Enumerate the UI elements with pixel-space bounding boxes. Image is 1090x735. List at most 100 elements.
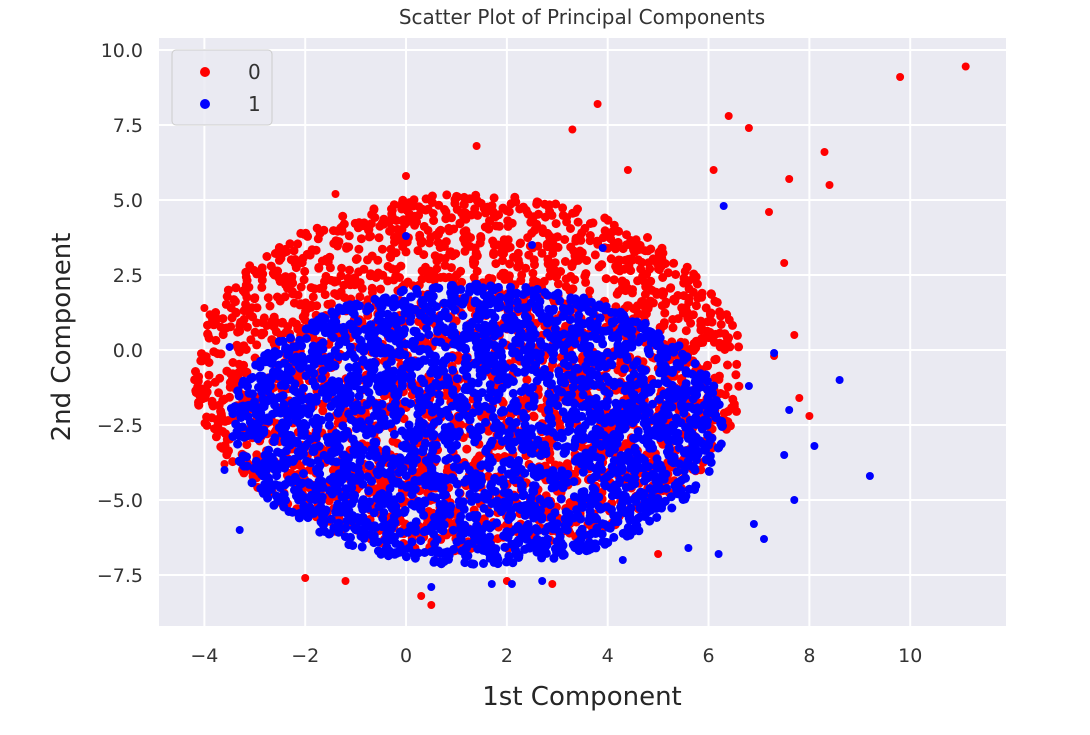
- data-point: [657, 261, 667, 271]
- data-point: [500, 274, 510, 284]
- data-point: [414, 420, 424, 430]
- data-point: [345, 265, 354, 275]
- data-point: [424, 384, 434, 394]
- data-point: [595, 440, 605, 450]
- data-point: [463, 363, 473, 373]
- data-point: [643, 233, 652, 242]
- data-point: [430, 539, 440, 549]
- data-point: [388, 461, 398, 470]
- data-point: [425, 238, 434, 248]
- data-point: [416, 536, 426, 546]
- data-point: [691, 376, 700, 386]
- data-point: [674, 443, 684, 453]
- data-point: [825, 181, 834, 189]
- data-point: [294, 371, 304, 381]
- data-point: [220, 416, 230, 426]
- data-point: [496, 507, 506, 516]
- data-point: [540, 526, 550, 536]
- data-point: [484, 224, 494, 234]
- data-point: [703, 430, 713, 440]
- data-point: [369, 531, 379, 541]
- data-point: [514, 550, 524, 560]
- data-point: [315, 228, 325, 238]
- data-point: [625, 374, 635, 383]
- data-point: [343, 390, 353, 400]
- data-point: [641, 471, 651, 481]
- data-point: [241, 272, 251, 282]
- data-point: [388, 454, 398, 464]
- data-point: [300, 315, 310, 325]
- data-point: [350, 381, 360, 391]
- data-point: [438, 526, 448, 536]
- data-point: [275, 296, 285, 306]
- data-point: [524, 320, 534, 330]
- data-point: [722, 336, 732, 346]
- data-point: [339, 219, 349, 229]
- data-point: [519, 367, 529, 377]
- data-point: [658, 290, 668, 300]
- data-point: [432, 517, 441, 527]
- data-point: [395, 459, 405, 469]
- data-point: [383, 490, 393, 500]
- data-point: [221, 299, 231, 309]
- data-point: [236, 317, 246, 327]
- data-point: [259, 313, 269, 323]
- data-point: [609, 532, 619, 542]
- data-point: [370, 399, 380, 409]
- data-point: [250, 294, 259, 304]
- data-point: [593, 100, 602, 108]
- data-point: [553, 288, 563, 298]
- data-point: [684, 276, 694, 286]
- data-point: [347, 349, 357, 359]
- data-point: [712, 297, 722, 307]
- data-point: [514, 259, 524, 269]
- data-point: [388, 436, 398, 446]
- data-point: [552, 441, 562, 451]
- data-point: [621, 286, 630, 296]
- data-point: [702, 420, 712, 430]
- data-point: [354, 449, 364, 459]
- data-point: [586, 461, 595, 471]
- data-point: [310, 284, 320, 294]
- data-point: [673, 291, 683, 300]
- data-point: [568, 382, 578, 392]
- data-point: [438, 511, 448, 521]
- data-point: [616, 502, 626, 512]
- data-point: [596, 334, 606, 344]
- data-point: [582, 365, 592, 375]
- data-point: [785, 175, 794, 183]
- data-point: [454, 496, 464, 506]
- data-point: [463, 385, 473, 395]
- data-point: [440, 273, 450, 283]
- data-point: [274, 337, 284, 346]
- data-point: [389, 429, 399, 439]
- series-1-points: [220, 202, 874, 591]
- data-point: [581, 269, 591, 279]
- data-point: [223, 285, 233, 295]
- data-point: [285, 239, 295, 249]
- data-point: [720, 329, 730, 339]
- data-point: [723, 382, 733, 392]
- data-point: [540, 440, 550, 450]
- data-point: [515, 239, 525, 249]
- data-point: [283, 322, 293, 332]
- data-point: [528, 411, 538, 421]
- data-point: [276, 254, 286, 263]
- data-point: [407, 537, 417, 547]
- data-point: [354, 244, 364, 254]
- data-point: [239, 376, 249, 386]
- data-point: [731, 370, 741, 380]
- data-point: [488, 412, 498, 422]
- data-point: [401, 471, 411, 481]
- data-point: [716, 389, 726, 398]
- data-point: [293, 239, 303, 249]
- data-point: [680, 266, 690, 276]
- data-point: [401, 431, 411, 440]
- data-point: [360, 324, 370, 334]
- data-point: [560, 257, 570, 266]
- data-point: [208, 315, 217, 325]
- data-point: [372, 467, 382, 477]
- data-point: [409, 548, 419, 558]
- data-point: [278, 429, 287, 439]
- data-point: [359, 264, 369, 274]
